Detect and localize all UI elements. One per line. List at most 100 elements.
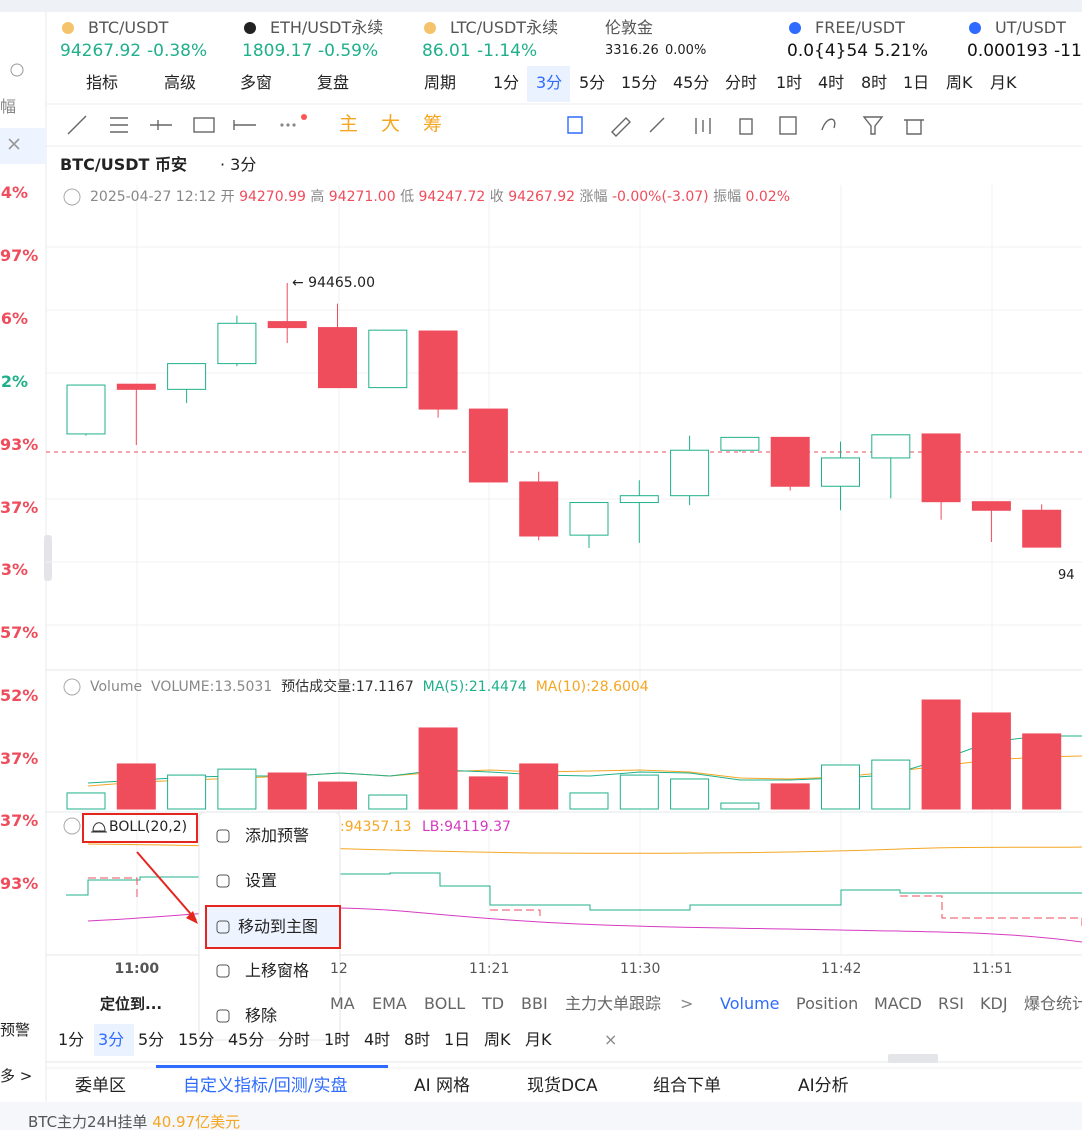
indicator[interactable]: TD (482, 994, 505, 1013)
volume-bar (1022, 733, 1062, 810)
boll-name[interactable]: BOLL(20,2) (109, 819, 188, 835)
candle-icon[interactable] (695, 118, 711, 134)
panel-handle[interactable] (888, 1054, 938, 1063)
interval[interactable]: 分时 (725, 73, 758, 92)
settings-icon[interactable] (10, 63, 24, 77)
chip[interactable]: 筹 (423, 113, 443, 135)
menu-item[interactable]: 设置 (245, 871, 278, 890)
ray-icon[interactable] (233, 120, 256, 130)
indicator[interactable]: 爆仓统计 (1024, 994, 1082, 1013)
tab[interactable]: 自定义指标/回测/实盘 (183, 1076, 348, 1096)
interval[interactable]: 3分 (536, 73, 563, 92)
collapse-icon[interactable] (63, 188, 81, 206)
ticker-symbol[interactable]: FREE/USDT (815, 18, 905, 37)
indicator[interactable]: EMA (372, 994, 407, 1013)
period[interactable]: 分时 (278, 1030, 311, 1049)
ticker-symbol[interactable]: BTC/USDT (88, 18, 169, 37)
volume-bar (217, 768, 257, 810)
interval[interactable]: 15分 (621, 73, 658, 92)
link-icon[interactable] (821, 118, 836, 131)
ticker-change: 5.21% (874, 41, 929, 61)
toolbar-item[interactable]: 复盘 (317, 73, 350, 92)
indicator[interactable]: BBI (521, 994, 548, 1013)
interval[interactable]: 5分 (579, 73, 606, 92)
menu-item[interactable]: 上移窗格 (245, 961, 310, 980)
tab[interactable]: 委单区 (75, 1076, 126, 1096)
price-edge: 94 (1058, 568, 1075, 583)
indicator[interactable]: MA (330, 994, 355, 1013)
tab[interactable]: 组合下单 (653, 1076, 721, 1096)
interval[interactable]: 45分 (673, 73, 710, 92)
trend-icon[interactable] (67, 115, 87, 135)
period-menu[interactable]: 周期 (424, 73, 457, 92)
toolbar-item[interactable]: 指标 (86, 73, 119, 92)
ruler-icon[interactable] (611, 117, 631, 137)
more-link[interactable]: 多 > (0, 1067, 33, 1085)
rect-icon[interactable] (193, 117, 215, 133)
trash-icon[interactable] (904, 119, 924, 135)
period[interactable]: 1时 (324, 1030, 351, 1049)
interval[interactable]: 月K (990, 73, 1017, 92)
chip[interactable]: 大 (381, 113, 401, 135)
interval[interactable]: 1时 (776, 73, 803, 92)
menu-item[interactable]: 移动到主图 (238, 917, 319, 936)
ticker-symbol[interactable]: ETH/USDT永续 (270, 18, 384, 37)
menu-item[interactable]: 添加预警 (245, 826, 310, 845)
interval[interactable]: 8时 (861, 73, 888, 92)
tab[interactable]: AI分析 (798, 1076, 849, 1096)
period[interactable]: 45分 (228, 1030, 265, 1049)
indicator[interactable]: BOLL (424, 994, 466, 1013)
magnet-icon[interactable] (567, 116, 583, 134)
sort-label[interactable]: 幅 (0, 97, 17, 116)
indicator[interactable]: Position (796, 994, 859, 1013)
period[interactable]: 月K (525, 1030, 552, 1049)
close-icon[interactable] (8, 138, 20, 150)
indicator[interactable]: Volume (720, 994, 780, 1013)
note-icon[interactable] (779, 116, 797, 135)
chart-symbol[interactable]: BTC/USDT 币安 (60, 155, 187, 174)
menu-item[interactable]: 移除 (245, 1006, 278, 1025)
indicator[interactable]: RSI (938, 994, 964, 1013)
period[interactable]: 5分 (138, 1030, 165, 1049)
interval[interactable]: 周K (946, 73, 973, 92)
ticker-change: -1.14% (477, 41, 538, 61)
parallel-icon[interactable] (110, 117, 128, 133)
tab[interactable]: AI 网格 (414, 1076, 471, 1096)
interval[interactable]: 1日 (903, 73, 930, 92)
indicator[interactable]: 主力大单跟踪 (565, 994, 662, 1013)
period[interactable]: 4时 (364, 1030, 391, 1049)
ticker-symbol[interactable]: 伦敦金 (605, 18, 654, 37)
indicator[interactable]: KDJ (980, 994, 1008, 1013)
collapse-icon[interactable] (63, 817, 81, 835)
chart-interval[interactable]: · 3分 (220, 155, 257, 174)
alert-link[interactable]: 预警 (0, 1021, 31, 1039)
ticker-symbol[interactable]: LTC/USDT永续 (450, 18, 559, 37)
period[interactable]: 8时 (404, 1030, 431, 1049)
period[interactable]: 1分 (58, 1030, 85, 1049)
toolbar-item[interactable]: 高级 (164, 73, 197, 92)
ticker-symbol[interactable]: UT/USDT (995, 18, 1066, 37)
collapse-handle[interactable] (44, 535, 52, 581)
indicator[interactable]: MACD (874, 994, 922, 1013)
ticker-icon (62, 22, 74, 34)
period[interactable]: 1日 (444, 1030, 471, 1049)
candle-body (368, 329, 408, 389)
toolbar-item[interactable]: 多窗 (240, 73, 273, 92)
tab[interactable]: 现货DCA (527, 1076, 598, 1096)
locate-button[interactable]: 定位到... (100, 995, 163, 1013)
collapse-icon[interactable] (63, 678, 81, 696)
period[interactable]: 15分 (178, 1030, 215, 1049)
hline-icon[interactable] (150, 120, 172, 130)
active-interval-bg (527, 66, 570, 102)
filter-icon[interactable] (862, 116, 884, 135)
pen-icon[interactable] (649, 117, 665, 133)
interval[interactable]: 4时 (818, 73, 845, 92)
lock-icon[interactable] (739, 118, 753, 135)
period[interactable]: 3分 (98, 1030, 125, 1049)
period[interactable]: 周K (484, 1030, 511, 1049)
interval[interactable]: 1分 (493, 73, 520, 92)
more-indicators[interactable]: > (680, 994, 694, 1013)
chip[interactable]: 主 (339, 113, 359, 135)
candle-body (66, 384, 106, 435)
close-period[interactable]: × (604, 1030, 618, 1049)
